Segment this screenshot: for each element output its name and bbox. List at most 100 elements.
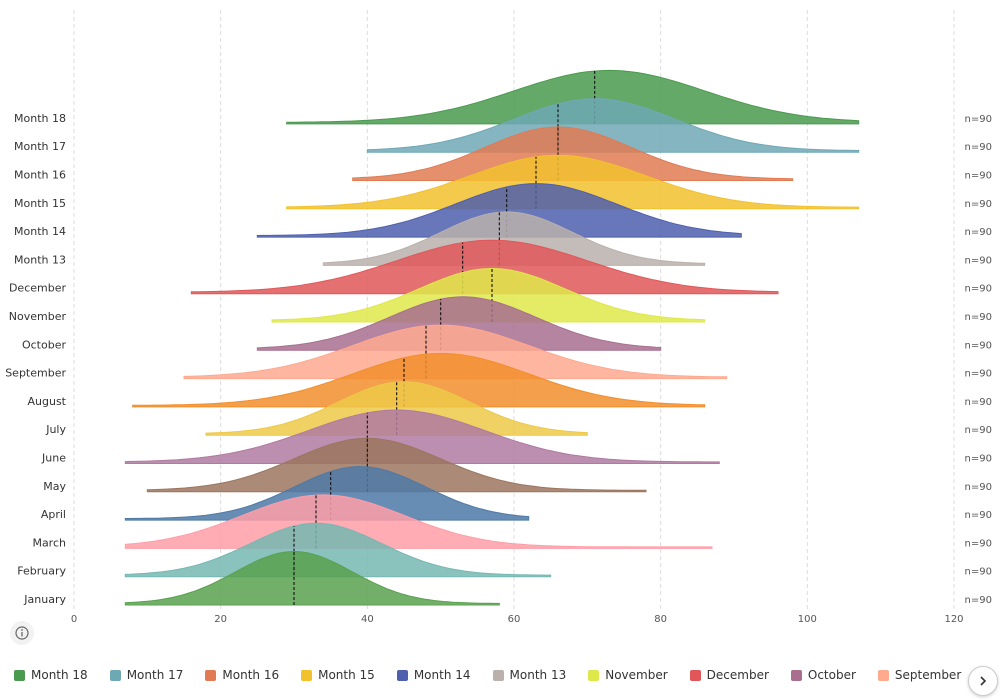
ridge-august[interactable] [132,352,706,408]
ridge-april[interactable] [124,466,530,521]
series-label-december: December [9,282,67,295]
count-label-month-17: n=90 [965,142,992,153]
series-label-november: November [9,310,67,323]
ridge-area-month-17 [366,98,860,153]
legend-label: Month 14 [413,668,471,682]
ridge-area-october [256,296,662,351]
x-tick-label-1: 20 [214,614,227,625]
ridgeline-chart: Month 18 n=90 Month 17 n=90 Month 16 n=90 Mont… [5,10,992,625]
series-label-month-14: Month 14 [14,225,66,238]
chevron-right-icon [980,676,987,686]
count-label-september: n=90 [965,369,992,380]
ridge-series [124,69,860,606]
count-label-march: n=90 [965,538,992,549]
ridge-area-february [124,522,552,578]
legend-item-month-17[interactable]: Month 17 [109,668,184,682]
ridge-december[interactable] [190,239,779,295]
ridge-month-16[interactable] [352,126,794,181]
count-label-july: n=90 [965,425,992,436]
legend-item-october[interactable]: October [790,668,856,682]
series-label-april: April [41,508,66,521]
legend-swatch [790,669,802,681]
ridge-july[interactable] [205,381,588,436]
series-label-month-17: Month 17 [14,140,66,153]
count-label-month-15: n=90 [965,199,992,210]
series-label-september: September [5,367,66,380]
series-label-month-15: Month 15 [14,197,66,210]
series-label-january: January [23,593,66,606]
legend-label: October [807,668,856,682]
series-label-month-16: Month 16 [14,169,66,182]
series-label-may: May [43,480,66,493]
count-label-month-14: n=90 [965,227,992,238]
legend-label: Month 15 [318,668,375,682]
legend-swatch [301,669,313,681]
info-button[interactable] [10,621,34,645]
ridge-area-september [183,324,728,380]
info-icon [15,626,29,640]
legend-swatch [396,669,408,681]
x-axis-ticks: 0 20 40 60 80 100 120 [71,614,964,625]
count-label-may: n=90 [965,482,992,493]
x-tick-label-2: 40 [361,614,374,625]
legend-item-december[interactable]: December [689,668,769,682]
count-label-june: n=90 [965,454,992,465]
legend-item-month-14[interactable]: Month 14 [396,668,471,682]
ridge-january[interactable] [124,550,500,606]
count-label-october: n=90 [965,340,992,351]
ridge-area-may [146,437,647,493]
count-label-month-18: n=90 [965,114,992,125]
legend-item-month-18[interactable]: Month 18 [14,668,88,682]
ridge-may[interactable] [146,437,647,493]
ridge-area-january [124,550,500,606]
ridge-area-month-13 [322,211,706,266]
legend-swatch [205,669,217,681]
series-label-february: February [17,565,66,578]
legend-swatch [689,669,701,681]
legend-swatch [492,669,504,681]
ridge-month-18[interactable] [286,69,860,125]
series-labels: Month 18 n=90 Month 17 n=90 Month 16 n=90 Mont… [5,112,992,606]
legend: Month 18 Month 17 Month 16 Month 15 Month 14… [14,668,964,692]
x-tick-label-6: 120 [944,614,963,625]
series-label-month-18: Month 18 [14,112,66,125]
x-tick-label-3: 60 [508,614,521,625]
count-label-august: n=90 [965,397,992,408]
x-tick-label-0: 0 [71,614,77,625]
series-label-october: October [22,338,66,351]
ridge-area-month-15 [286,154,860,210]
ridge-area-august [132,352,706,408]
ridge-area-june [124,409,720,464]
legend-label: Month 17 [126,668,184,682]
ridge-month-13[interactable] [322,211,706,266]
legend-label: December [706,668,769,682]
ridge-month-15[interactable] [286,154,860,210]
legend-next-button[interactable] [968,666,998,696]
count-label-november: n=90 [965,312,992,323]
legend-item-month-16[interactable]: Month 16 [205,668,279,682]
x-tick-label-4: 80 [654,614,667,625]
legend-item-november[interactable]: November [588,668,668,682]
ridge-area-december [190,239,779,295]
ridge-month-17[interactable] [366,98,860,153]
ridge-area-november [271,267,706,323]
legend-label: November [605,668,668,682]
legend-item-september[interactable]: September [877,668,961,682]
x-tick-label-5: 100 [798,614,817,625]
series-label-august: August [28,395,67,408]
legend-label: Month 16 [222,668,280,682]
legend-item-month-13[interactable]: Month 13 [492,668,566,682]
ridge-november[interactable] [271,267,706,323]
count-label-april: n=90 [965,510,992,521]
ridge-area-month-18 [286,69,860,125]
legend-swatch [588,669,600,681]
legend-item-month-15[interactable]: Month 15 [301,668,375,682]
ridge-september[interactable] [183,324,728,380]
count-label-january: n=90 [965,595,992,606]
count-label-december: n=90 [965,284,992,295]
legend-swatch [109,669,121,681]
series-label-july: July [45,423,66,436]
count-label-month-13: n=90 [965,255,992,266]
count-label-february: n=90 [965,567,992,578]
ridge-area-month-14 [256,183,742,238]
